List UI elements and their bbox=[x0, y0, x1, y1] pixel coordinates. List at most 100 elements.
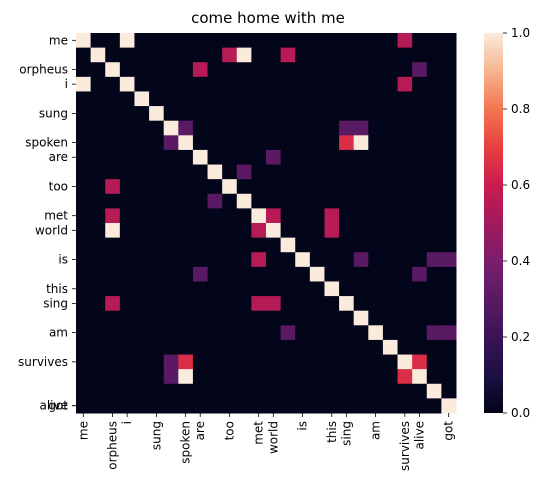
heatmap-cell bbox=[105, 237, 121, 253]
heatmap-cell bbox=[309, 325, 325, 341]
heatmap-cell bbox=[134, 223, 150, 239]
heatmap-cell bbox=[309, 252, 325, 268]
heatmap-cell bbox=[251, 296, 267, 312]
heatmap-cell bbox=[280, 135, 296, 151]
heatmap-cell bbox=[368, 47, 384, 63]
heatmap-cell bbox=[105, 223, 121, 239]
heatmap-cell bbox=[207, 325, 223, 341]
heatmap-cell bbox=[90, 135, 106, 151]
heatmap-cell bbox=[412, 164, 428, 180]
heatmap-cell bbox=[251, 62, 267, 78]
heatmap-cell bbox=[397, 33, 413, 49]
heatmap-cell bbox=[236, 339, 252, 356]
heatmap-cell bbox=[90, 339, 106, 356]
heatmap-cell bbox=[207, 266, 223, 282]
heatmap-cell bbox=[207, 354, 223, 370]
heatmap-cell bbox=[76, 33, 92, 49]
heatmap-cell bbox=[222, 193, 238, 209]
heatmap-cell bbox=[339, 149, 355, 166]
heatmap-cell bbox=[309, 237, 325, 253]
heatmap-cell bbox=[207, 179, 223, 195]
heatmap-cell bbox=[280, 237, 296, 253]
heatmap-cell bbox=[266, 281, 282, 297]
heatmap-cell bbox=[412, 76, 428, 92]
heatmap-cell bbox=[266, 369, 282, 385]
heatmap-cell bbox=[324, 76, 340, 92]
heatmap-cell bbox=[134, 369, 150, 385]
heatmap-cell bbox=[266, 296, 282, 312]
heatmap-cell bbox=[251, 266, 267, 282]
heatmap-cell bbox=[222, 120, 238, 136]
heatmap-cell bbox=[324, 47, 340, 63]
heatmap-cell bbox=[412, 193, 428, 209]
heatmap-cell bbox=[441, 383, 457, 399]
heatmap-cell bbox=[207, 135, 223, 151]
heatmap-cell bbox=[76, 325, 92, 341]
heatmap-cell bbox=[134, 179, 150, 195]
heatmap-cell bbox=[251, 33, 267, 49]
x-tick-label: orpheus bbox=[106, 421, 120, 470]
heatmap-cell bbox=[426, 252, 442, 268]
heatmap-cell bbox=[309, 281, 325, 297]
heatmap-cell bbox=[397, 135, 413, 151]
heatmap-cell bbox=[222, 310, 238, 326]
heatmap-cell bbox=[382, 149, 399, 166]
heatmap-cell bbox=[309, 354, 325, 370]
heatmap-cell bbox=[236, 266, 252, 282]
heatmap-cell bbox=[324, 149, 340, 166]
heatmap-cell bbox=[76, 252, 92, 268]
y-tick-label: spoken bbox=[25, 136, 68, 150]
heatmap-cell bbox=[339, 354, 355, 370]
heatmap-cell bbox=[251, 223, 267, 239]
heatmap-cell bbox=[426, 149, 442, 166]
heatmap-cell bbox=[134, 281, 150, 297]
heatmap-cell bbox=[149, 354, 165, 370]
heatmap-cell bbox=[382, 120, 399, 136]
heatmap-cell bbox=[295, 106, 311, 122]
heatmap-cell bbox=[134, 398, 150, 414]
heatmap-cell bbox=[134, 208, 150, 224]
heatmap-cell bbox=[105, 339, 121, 356]
heatmap-cell bbox=[266, 223, 282, 239]
heatmap-cell bbox=[207, 369, 223, 385]
x-tick-label: is bbox=[296, 421, 310, 431]
heatmap-cell bbox=[163, 398, 179, 414]
heatmap-cell bbox=[134, 310, 150, 326]
heatmap-cell bbox=[251, 354, 267, 370]
heatmap-cell bbox=[441, 62, 457, 78]
heatmap-cell bbox=[192, 120, 209, 136]
x-tick-label: spoken bbox=[179, 421, 193, 464]
heatmap-cell bbox=[353, 339, 369, 356]
heatmap-cell bbox=[90, 208, 106, 224]
heatmap-cell bbox=[134, 135, 150, 151]
heatmap-cell bbox=[76, 310, 92, 326]
heatmap-cell bbox=[412, 135, 428, 151]
heatmap-cell bbox=[207, 33, 223, 49]
heatmap-cell bbox=[397, 106, 413, 122]
heatmap-cell bbox=[441, 354, 457, 370]
heatmap-cell bbox=[426, 369, 442, 385]
heatmap-cell bbox=[266, 33, 282, 49]
heatmap-cell bbox=[90, 91, 106, 107]
heatmap-cell bbox=[339, 135, 355, 151]
heatmap-cell bbox=[266, 208, 282, 224]
heatmap-cell bbox=[76, 120, 92, 136]
heatmap-cell bbox=[192, 47, 209, 63]
heatmap-cell bbox=[353, 135, 369, 151]
heatmap-cell bbox=[353, 223, 369, 239]
heatmap-cell bbox=[397, 91, 413, 107]
heatmap-cell bbox=[178, 33, 194, 49]
heatmap-cell bbox=[222, 135, 238, 151]
heatmap-cell bbox=[397, 325, 413, 341]
heatmap-cell bbox=[207, 62, 223, 78]
heatmap-cell bbox=[353, 369, 369, 385]
heatmap-cell bbox=[192, 325, 209, 341]
heatmap-cell bbox=[163, 91, 179, 107]
heatmap-cell bbox=[222, 33, 238, 49]
heatmap-cell bbox=[251, 252, 267, 268]
heatmap-cell bbox=[178, 164, 194, 180]
heatmap-cell bbox=[426, 193, 442, 209]
heatmap-cell bbox=[295, 33, 311, 49]
heatmap-cell bbox=[222, 106, 238, 122]
heatmap-cell bbox=[368, 252, 384, 268]
